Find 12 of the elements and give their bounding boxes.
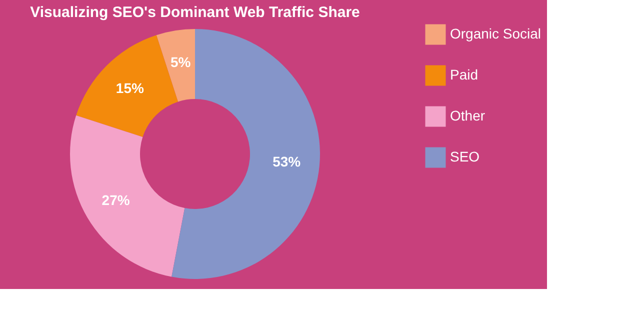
chart-title: Visualizing SEO's Dominant Web Traffic Share	[30, 4, 360, 21]
legend-label: SEO	[450, 148, 480, 164]
data-label: 5%	[170, 54, 192, 70]
legend-label: Organic Social	[450, 26, 542, 42]
donut-slice	[156, 29, 195, 102]
data-label: 15%	[116, 80, 145, 96]
data-label: 27%	[102, 192, 130, 208]
legend-label: Paid	[450, 66, 478, 82]
legend-label: Other	[450, 108, 486, 124]
data-label: 53%	[272, 154, 302, 170]
donut-slice	[70, 115, 185, 277]
donut-slice	[172, 29, 320, 279]
